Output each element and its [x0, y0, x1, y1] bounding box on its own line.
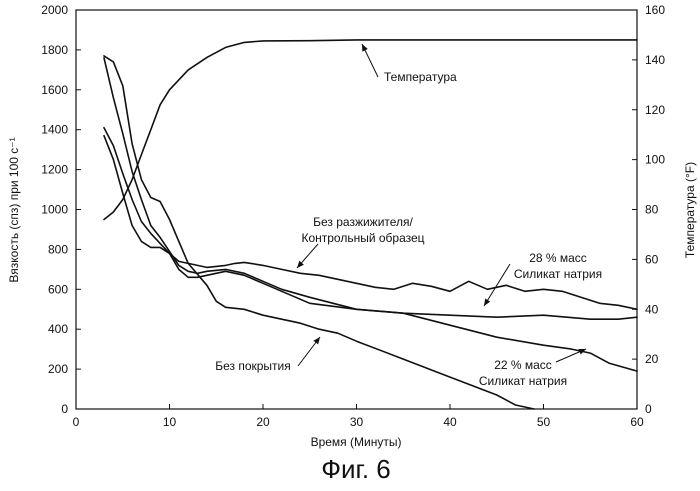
series-line-temperature — [104, 40, 637, 220]
y-left-tick-label: 1000 — [41, 203, 68, 217]
y-axis-right-label: Температура (°F) — [683, 162, 697, 258]
y-left-tick-label: 2000 — [41, 3, 68, 17]
chart-axes — [76, 10, 637, 409]
y-right-tick-label: 160 — [645, 3, 665, 17]
annotation-arrowhead-uncoated — [313, 337, 320, 344]
y-right-tick-label: 100 — [645, 153, 665, 167]
y-left-tick-label: 600 — [48, 282, 68, 296]
x-axis-label: Время (Минуты) — [311, 435, 402, 449]
x-tick-label: 50 — [537, 415, 551, 429]
chart-annotations: Температура Без разжижителя/Контрольный о… — [215, 44, 602, 388]
x-tick-label: 60 — [630, 415, 644, 429]
annotation-label-no-breaker: Без разжижителя/ — [313, 215, 413, 229]
x-tick-label: 10 — [163, 415, 177, 429]
annotation-label-silicate-28: 28 % масс — [529, 251, 587, 265]
plot-frame — [76, 10, 637, 409]
y-axis-left-label: Вязкость (спз) при 100 с⁻¹ — [7, 137, 21, 282]
x-tick-label: 40 — [443, 415, 457, 429]
x-tick-label: 20 — [256, 415, 270, 429]
annotation-label-no-breaker: Контрольный образец — [301, 231, 424, 245]
y-left-tick-label: 0 — [61, 402, 68, 416]
y-left-tick-label: 1400 — [41, 123, 68, 137]
y-left-tick-label: 1800 — [41, 43, 68, 57]
y-right-tick-label: 0 — [645, 402, 652, 416]
y-right-tick-label: 80 — [645, 203, 659, 217]
figure-caption: Фиг. 6 — [321, 454, 391, 484]
annotation-label-silicate-22: 22 % масс — [494, 358, 552, 372]
y-right-tick-label: 20 — [645, 352, 659, 366]
y-left-tick-label: 1200 — [41, 163, 68, 177]
y-right-tick-label: 40 — [645, 302, 659, 316]
annotation-label-silicate-22: Силикат натрия — [479, 374, 567, 388]
x-tick-label: 0 — [73, 415, 80, 429]
annotation-label-temperature: Температура — [384, 70, 457, 84]
annotation-label-uncoated: Без покрытия — [215, 359, 291, 373]
annotation-arrowhead-silicate-28 — [484, 298, 490, 306]
y-left-tick-label: 1600 — [41, 83, 68, 97]
y-right-tick-label: 140 — [645, 53, 665, 67]
y-right-tick-label: 60 — [645, 252, 659, 266]
y-left-tick-label: 800 — [48, 242, 68, 256]
y-left-tick-label: 200 — [48, 362, 68, 376]
series-line-silicate-22 — [104, 128, 637, 371]
y-left-tick-label: 400 — [48, 322, 68, 336]
y-right-tick-label: 120 — [645, 103, 665, 117]
x-tick-label: 30 — [350, 415, 364, 429]
annotation-label-silicate-28: Силикат натрия — [514, 267, 602, 281]
